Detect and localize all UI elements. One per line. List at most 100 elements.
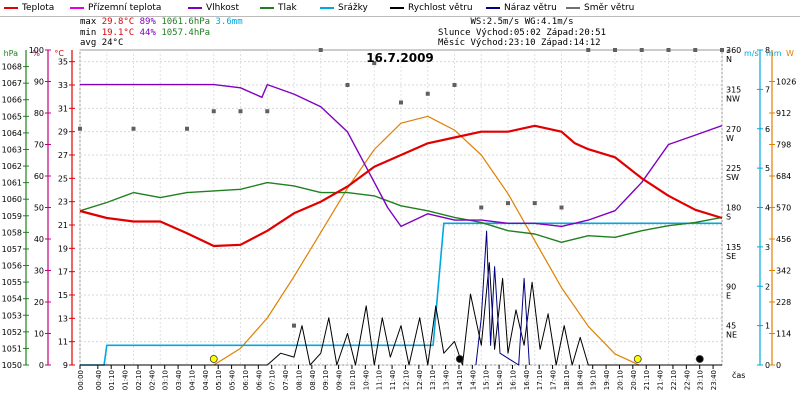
wind-tick-label: 6 [765, 125, 770, 134]
x-tick-label: 22:10 [670, 370, 678, 390]
x-tick-label: 04:10 [188, 370, 196, 390]
axis-tick-label: 1055 [2, 278, 22, 287]
direction-tick-deg: 90 [726, 282, 736, 291]
direction-axis-label: ° [726, 49, 730, 58]
axis-tick-label: 9 [63, 361, 68, 370]
wind-direction-point [559, 205, 564, 210]
wind-direction-point [506, 201, 510, 206]
avg-label: avg [80, 38, 97, 48]
x-tick-label: 20:40 [630, 370, 638, 390]
series-line [79, 181, 723, 244]
x-tick-label: 02:40 [148, 370, 156, 390]
axes: hPa1068106710661065106410631062106110601… [2, 46, 797, 390]
x-tick-label: 14:10 [456, 370, 464, 390]
max-humidity: 89% [139, 17, 156, 27]
axis-tick-label: 1060 [2, 195, 22, 204]
wind-direction-point [211, 109, 216, 114]
x-tick-label: 16:40 [523, 370, 531, 390]
wind-direction-point [693, 48, 698, 52]
x-tick-label: 11:10 [376, 370, 384, 390]
wind-tick-label: 2 [765, 282, 770, 291]
axis-tick-label: 80 [34, 109, 44, 118]
max-temp: 29.8°C [101, 17, 135, 27]
legend-item: Náraz větru [486, 0, 557, 16]
legend-bar: Teplota Přízemní teplota Vlhkost Tlak Srážky… [0, 0, 800, 17]
axis-tick-label: 1059 [2, 212, 22, 221]
legend-swatch [70, 6, 84, 9]
legend-label: Rychlost větru [408, 3, 473, 13]
x-tick-label: 10:10 [349, 370, 357, 390]
wind-direction-point [131, 126, 136, 131]
wind-direction-point [532, 201, 537, 206]
legend-item: Srážky [320, 0, 368, 16]
legend-label: Směr větru [584, 3, 635, 13]
min-temp: 19.1°C [101, 27, 135, 38]
sunset-marker [633, 355, 642, 363]
legend-label: Srážky [338, 3, 368, 13]
legend-item: Teplota [4, 0, 54, 16]
direction-tick-deg: 315 [726, 85, 741, 94]
x-tick-label: 08:40 [309, 370, 317, 390]
wind-direction-point [399, 100, 403, 105]
axis-tick-label: 1067 [2, 79, 22, 88]
legend-label: Přízemní teplota [88, 3, 162, 13]
wind-direction-point [238, 109, 243, 114]
moon-label: Měsíc [438, 38, 466, 48]
sun-label: Slunce [438, 27, 471, 38]
legend-swatch [486, 6, 500, 9]
axis-tick-label: 35 [58, 58, 68, 67]
legend-label: Tlak [278, 3, 297, 13]
solar-axis-label: W [786, 49, 794, 58]
axis-tick-label: 23 [58, 198, 68, 207]
direction-tick-deg: 180 [726, 204, 741, 213]
solar-tick-label: 228 [776, 298, 791, 307]
sunrise-time: Východ:05:02 [475, 27, 541, 38]
axis-tick-label: 1054 [2, 295, 22, 304]
axis-tick-label: 30 [34, 267, 44, 276]
wind-direction-point [372, 61, 377, 66]
legend-label: Teplota [22, 3, 55, 13]
direction-tick-name: W [726, 134, 734, 143]
x-tick-label: 06:40 [255, 370, 263, 390]
max-pressure: 1061.6hPa [161, 17, 211, 27]
axis-tick-label: 1051 [2, 344, 22, 353]
axis-tick-label: 25 [58, 174, 68, 183]
direction-tick-name: E [726, 291, 731, 300]
solar-tick-label: 342 [776, 267, 791, 276]
wind-direction-point [425, 91, 430, 96]
grid [79, 50, 723, 366]
max-label: max [80, 17, 97, 27]
x-tick-label: 11:40 [389, 370, 397, 390]
wind-direction-point [666, 48, 671, 52]
axis-tick-label: 1062 [2, 162, 22, 171]
hpa-axis-label: hPa [4, 49, 19, 58]
axis-tick-label: 19 [58, 244, 68, 253]
wind-direction-point [292, 323, 296, 328]
wind-tick-label: 5 [765, 164, 770, 173]
axis-tick-label: 20 [34, 298, 44, 307]
rain-axis-label: mm [766, 49, 782, 58]
sunrise-marker [209, 355, 218, 363]
axis-tick-label: 0 [39, 361, 44, 370]
axis-tick-label: 60 [34, 172, 44, 181]
axis-tick-label: 1063 [2, 145, 22, 154]
solar-tick-label: 570 [776, 204, 791, 213]
legend-label: Náraz větru [504, 3, 557, 13]
x-tick-label: 13:40 [443, 370, 451, 390]
axis-tick-label: 100 [29, 46, 44, 55]
wind-direction-point [78, 126, 82, 131]
x-tick-label: 23:10 [697, 370, 705, 390]
x-tick-label: 00:00 [77, 370, 85, 390]
axis-tick-label: 15 [58, 291, 68, 300]
x-tick-label: 10:40 [362, 370, 370, 390]
wind-direction-point [265, 109, 270, 114]
stats-max-row: max 29.8°C 89% 1061.6hPa 3.6mm [80, 17, 243, 28]
axis-tick-label: 1064 [2, 129, 22, 138]
chart-title: 16.7.2009 [366, 51, 434, 65]
direction-tick-name: S [726, 213, 731, 222]
wind-tick-label: 8 [765, 46, 770, 55]
wind-direction-point [452, 83, 457, 87]
moonset-marker [455, 355, 464, 363]
x-tick-label: 01:40 [122, 370, 130, 390]
axis-tick-label: 1068 [2, 63, 22, 72]
